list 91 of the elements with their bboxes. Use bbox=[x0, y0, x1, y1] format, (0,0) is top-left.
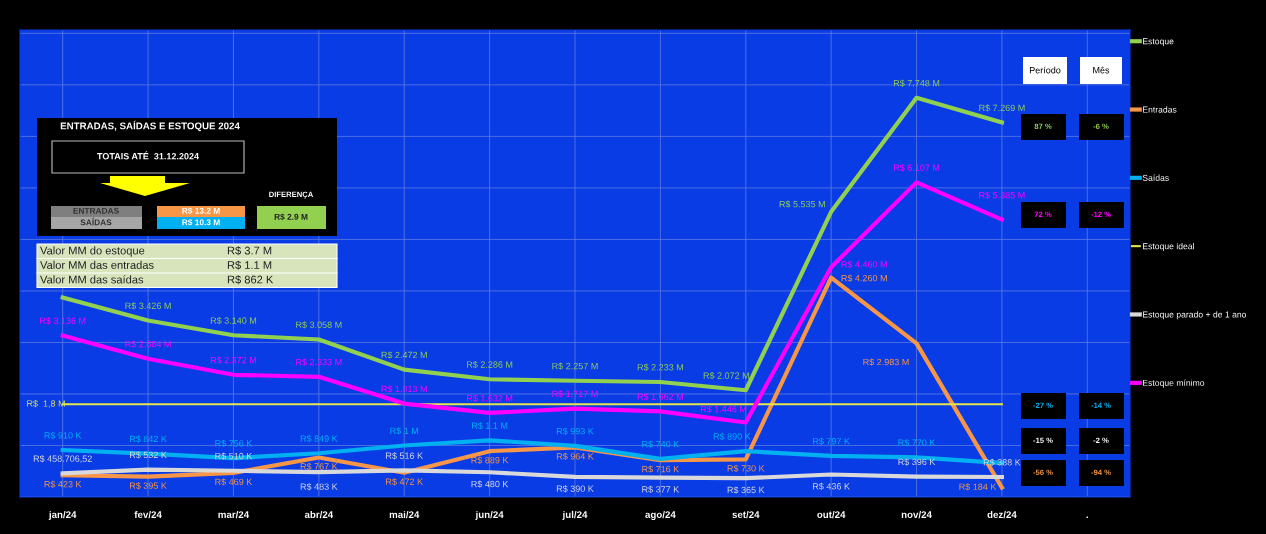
x-tick-label: dez/24 bbox=[987, 510, 1017, 519]
annotation: SAÍDAS bbox=[80, 217, 112, 226]
data-label: R$ 2.472 M bbox=[381, 351, 427, 359]
data-label: R$ 458.706,52 bbox=[33, 455, 92, 463]
data-label: R$ 365 K bbox=[727, 486, 765, 494]
x-tick-label: ago/24 bbox=[645, 510, 676, 520]
x-tick-label: nov/24 bbox=[901, 510, 932, 519]
data-label: R$ 2.286 M bbox=[467, 360, 513, 369]
data-label: R$ 2.333 M bbox=[296, 358, 342, 366]
data-label: R$ 532 K bbox=[130, 451, 167, 459]
data-label: R$ 1.1 M bbox=[472, 422, 508, 430]
data-label: R$ 7.269 M bbox=[979, 104, 1025, 112]
legend-label: Estoque mínimo bbox=[1143, 379, 1205, 388]
data-label: R$ 3.426 M bbox=[125, 302, 171, 310]
data-label: R$ 1 M bbox=[390, 427, 419, 435]
data-label: R$ 469 K bbox=[215, 478, 253, 486]
legend-label: Entradas bbox=[1143, 106, 1177, 113]
data-label: R$ 5.385 M bbox=[979, 191, 1025, 199]
data-label: R$ 910 K bbox=[44, 431, 82, 440]
data-label: R$ 2.983 M bbox=[863, 358, 909, 366]
data-label: R$ 4.460 M bbox=[841, 260, 887, 269]
data-label: R$ 2.257 M bbox=[552, 362, 598, 370]
x-tick-label: jun/24 bbox=[475, 510, 504, 520]
data-label: R$ 4.260 M bbox=[841, 274, 887, 282]
annotation: Valor MM das entradas bbox=[40, 260, 154, 269]
data-label: R$ 3.058 M bbox=[296, 321, 342, 329]
data-label: R$ 395 K bbox=[130, 482, 167, 490]
data-label: R$ 797 K bbox=[813, 437, 850, 445]
x-tick-label: jan/24 bbox=[48, 510, 77, 520]
data-label: R$ 2.072 M bbox=[703, 371, 749, 380]
data-label: R$ 3.136 M bbox=[40, 317, 86, 325]
data-label: R$ 993 K bbox=[556, 427, 594, 435]
annotation: R$ 10.3 M bbox=[182, 218, 220, 226]
data-label: R$ 716 K bbox=[642, 465, 680, 473]
data-label: R$ 1.717 M bbox=[552, 390, 598, 398]
annotation: Valor MM das saídas bbox=[40, 275, 144, 284]
annotation: TOTAIS ATÉ 31.12.2024 bbox=[97, 151, 199, 160]
data-label: R$ 423 K bbox=[44, 480, 82, 488]
data-label: R$ 890 K bbox=[713, 432, 751, 441]
annotation: R$ 3.7 M bbox=[227, 246, 272, 256]
x-tick-label: mai/24 bbox=[389, 510, 420, 519]
data-label: R$ 730 K bbox=[727, 464, 765, 473]
annotation: Valor MM do estoque bbox=[40, 246, 145, 257]
data-label: R$ 889 K bbox=[471, 456, 509, 464]
data-label: R$ 964 K bbox=[556, 452, 594, 461]
data-label: R$ 472 K bbox=[386, 478, 423, 486]
data-label: R$ 480 K bbox=[471, 480, 509, 488]
data-label: R$ 767 K bbox=[300, 462, 338, 471]
data-label: R$ 184 K bbox=[959, 483, 997, 491]
x-tick-label: jul/24 bbox=[562, 510, 588, 520]
data-label: R$ 1.662 M bbox=[637, 393, 683, 401]
text: Período bbox=[1029, 66, 1061, 74]
data-label: R$ 7.748 M bbox=[893, 79, 940, 87]
annotation: ENTRADAS bbox=[73, 207, 119, 214]
data-label: R$ 740 K bbox=[642, 440, 680, 448]
data-label: R$ 6.107 M bbox=[893, 164, 940, 172]
data-label: R$ 2.233 M bbox=[637, 363, 683, 371]
data-label: R$ 377 K bbox=[642, 485, 680, 494]
text: Mês bbox=[1093, 66, 1110, 74]
legend-label: Saídas bbox=[1142, 174, 1169, 181]
legend-label: Estoque bbox=[1143, 38, 1174, 47]
data-label: R$ 510 K bbox=[215, 452, 253, 460]
data-label: R$ 849 K bbox=[300, 434, 338, 443]
legend-label: Estoque parado + de 1 ano bbox=[1143, 311, 1247, 320]
annotation: R$ 2.9 M bbox=[274, 213, 308, 221]
data-label: R$ 436 K bbox=[813, 482, 850, 491]
data-label: R$ 756 K bbox=[215, 439, 253, 448]
data-label: R$ 1.446 M bbox=[700, 405, 747, 413]
x-tick-label: abr/24 bbox=[304, 510, 334, 519]
data-label: R$ 2.372 M bbox=[210, 356, 257, 364]
annotation: R$ 13.2 M bbox=[182, 207, 220, 215]
x-tick-label: out/24 bbox=[817, 510, 846, 519]
data-label: R$ 483 K bbox=[300, 483, 338, 491]
x-tick-label: fev/24 bbox=[134, 510, 162, 519]
data-label: R$ 1.632 M bbox=[467, 394, 513, 402]
data-label: R$ 3.140 M bbox=[210, 316, 257, 325]
x-tick-label: . bbox=[1086, 516, 1088, 518]
data-label: R$ 5.535 M bbox=[779, 200, 825, 208]
data-label: R$ 842 K bbox=[130, 435, 167, 443]
annotation: R$ 1.1 M bbox=[227, 260, 272, 270]
data-label: R$ 2.684 M bbox=[125, 340, 171, 348]
x-tick-label: set/24 bbox=[732, 510, 760, 519]
annotation: R$ 862 K bbox=[227, 275, 274, 285]
x-tick-label: mar/24 bbox=[218, 510, 250, 519]
text: ENTRADAS, SAÍDAS E ESTOQUE 2024 bbox=[60, 120, 240, 132]
data-label: R$ 390 K bbox=[556, 485, 594, 493]
data-label: R$ 1.813 M bbox=[381, 385, 427, 393]
data-label: R$ 396 K bbox=[898, 458, 936, 466]
data-label: R$ 770 K bbox=[898, 439, 936, 447]
legend-label: Estoque ideal bbox=[1143, 242, 1194, 251]
data-label: R$ 516 K bbox=[386, 452, 423, 460]
